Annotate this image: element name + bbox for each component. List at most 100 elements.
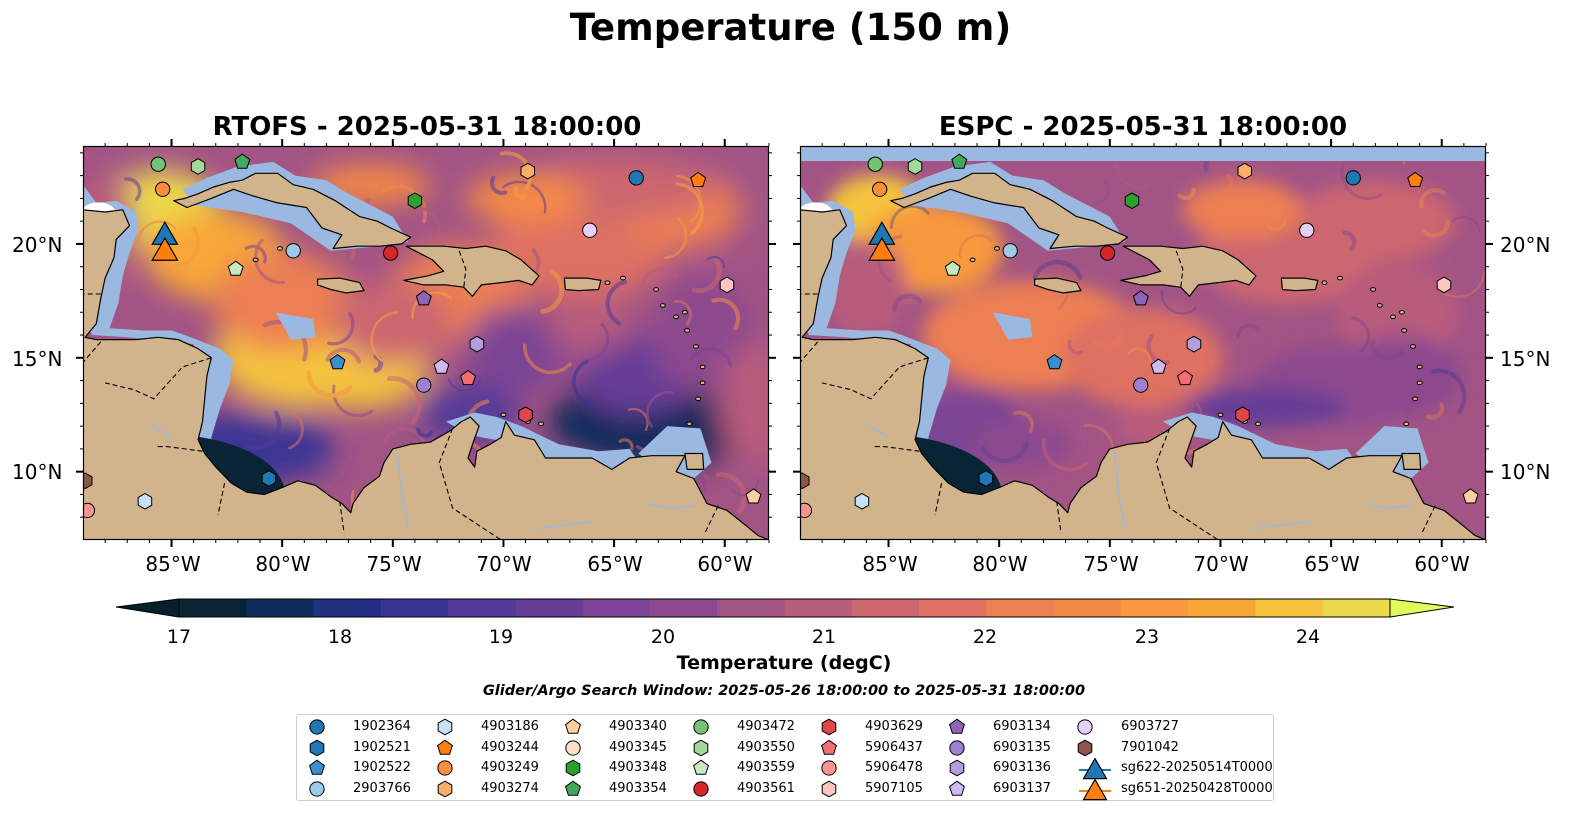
marker-5906437 [1177,369,1194,386]
legend-marker [949,759,965,777]
small-island [1416,364,1423,370]
espc-temperature-map [793,139,1493,547]
small-island [1321,280,1328,285]
small-island [1376,303,1383,308]
marker-6903135 [416,377,432,393]
marker-5906437 [460,369,477,386]
marker-6903135 [1133,377,1149,393]
legend-marker [437,780,453,797]
colorbar-segment [1188,599,1256,617]
small-island [1403,421,1410,427]
marker-4903550 [907,158,923,175]
lon-label-espc-60w: 60°W [1414,552,1470,576]
circle-marker-icon [437,760,453,776]
legend-marker [693,780,709,797]
shallow-shelf-area [445,412,641,472]
legend-label: 6903137 [993,780,1051,796]
legend-label: 4903354 [609,780,667,796]
platform-markers [83,153,762,519]
marker-4903629 [1235,406,1250,424]
lat-label-right-20: 20°N [1500,233,1551,257]
lat-label-right-10: 10°N [1500,460,1551,484]
legend-label: 1902521 [353,739,411,755]
legend-marker [949,780,965,796]
small-island [692,344,699,349]
circle-marker-icon [309,719,325,735]
hexagon-marker-icon [565,759,581,777]
legend-label: 4903244 [481,739,539,755]
lon-label-rtofs-75w: 75°W [366,552,422,576]
small-island [1412,396,1419,402]
legend-marker [693,739,709,756]
circle-marker-icon [949,739,965,756]
legend-marker [693,719,709,735]
small-island [500,412,507,418]
legend-label: 5906437 [865,739,923,755]
legend-label: 6903136 [993,760,1051,775]
marker-4903559 [944,260,961,276]
legend-label: sg622-20250514T0000 [1121,760,1273,775]
small-island [1217,412,1224,418]
land-mass [1120,245,1257,297]
lon-label-rtofs-70w: 70°W [476,552,532,576]
colorbar-segment [717,599,785,617]
legend-marker [309,759,325,775]
rtofs-map-title: RTOFS - 2025-05-31 18:00:00 [212,112,642,142]
legend-marker [821,718,837,736]
legend-marker [565,739,581,756]
legend-label: 4903472 [737,719,795,734]
colorbar-segment [448,599,516,617]
marker-1902522 [329,353,346,370]
marker-4903340 [745,488,762,504]
platform-markers [800,153,1479,519]
marker-4903244 [690,171,707,187]
legend-label: sg651-20250428T0000 [1121,780,1273,796]
small-island [969,257,976,263]
legend-marker [437,718,453,736]
legend-marker [1082,758,1108,780]
triangle-marker-icon [1079,758,1111,780]
colorbar-tick-20: 20 [650,626,676,648]
land-mass [1034,277,1082,294]
legend-label: 4903550 [737,739,795,755]
hexagon-marker-icon [949,759,965,777]
lon-label-espc-70w: 70°W [1193,552,1249,576]
hexagon-marker-icon [693,739,709,756]
legend-label: 1902364 [353,719,411,734]
colorbar-tick-24: 24 [1295,626,1321,648]
small-island [993,246,1000,251]
small-island [538,421,545,427]
colorbar-segment [986,599,1055,617]
small-island [1336,275,1343,281]
legend-marker [309,739,325,756]
colorbar-tick-22: 22 [972,626,998,648]
lat-label-right-15: 15°N [1500,347,1551,371]
marker-1902364 [628,170,644,186]
colorbar-segment [784,599,853,617]
circle-marker-icon [821,760,837,776]
circle-marker-icon [693,780,709,797]
legend-marker [821,760,837,776]
marker-6903136 [469,335,485,353]
country-borders [83,250,719,540]
marker-6903727 [1299,222,1315,238]
small-island [1370,287,1377,292]
small-island [1255,421,1262,427]
marker-6903727 [582,222,598,238]
colorbar-tick-21: 21 [811,626,837,648]
legend-label: 4903249 [481,760,539,775]
legend-label: 6903135 [993,739,1051,755]
circle-marker-icon [565,739,581,756]
small-island [699,380,706,386]
colorbar-segment [179,599,247,617]
marker-2903766 [1002,243,1018,259]
marker-4903274 [520,162,535,180]
lon-label-espc-75w: 75°W [1083,552,1139,576]
marker-4903348 [407,192,423,210]
legend-marker [565,780,581,796]
shallow-shelf-area [992,312,1033,340]
colorbar-segment [313,599,382,617]
marker-4903472 [150,156,166,172]
marker-6903136 [1186,335,1202,353]
no-data-strip [800,146,1486,161]
